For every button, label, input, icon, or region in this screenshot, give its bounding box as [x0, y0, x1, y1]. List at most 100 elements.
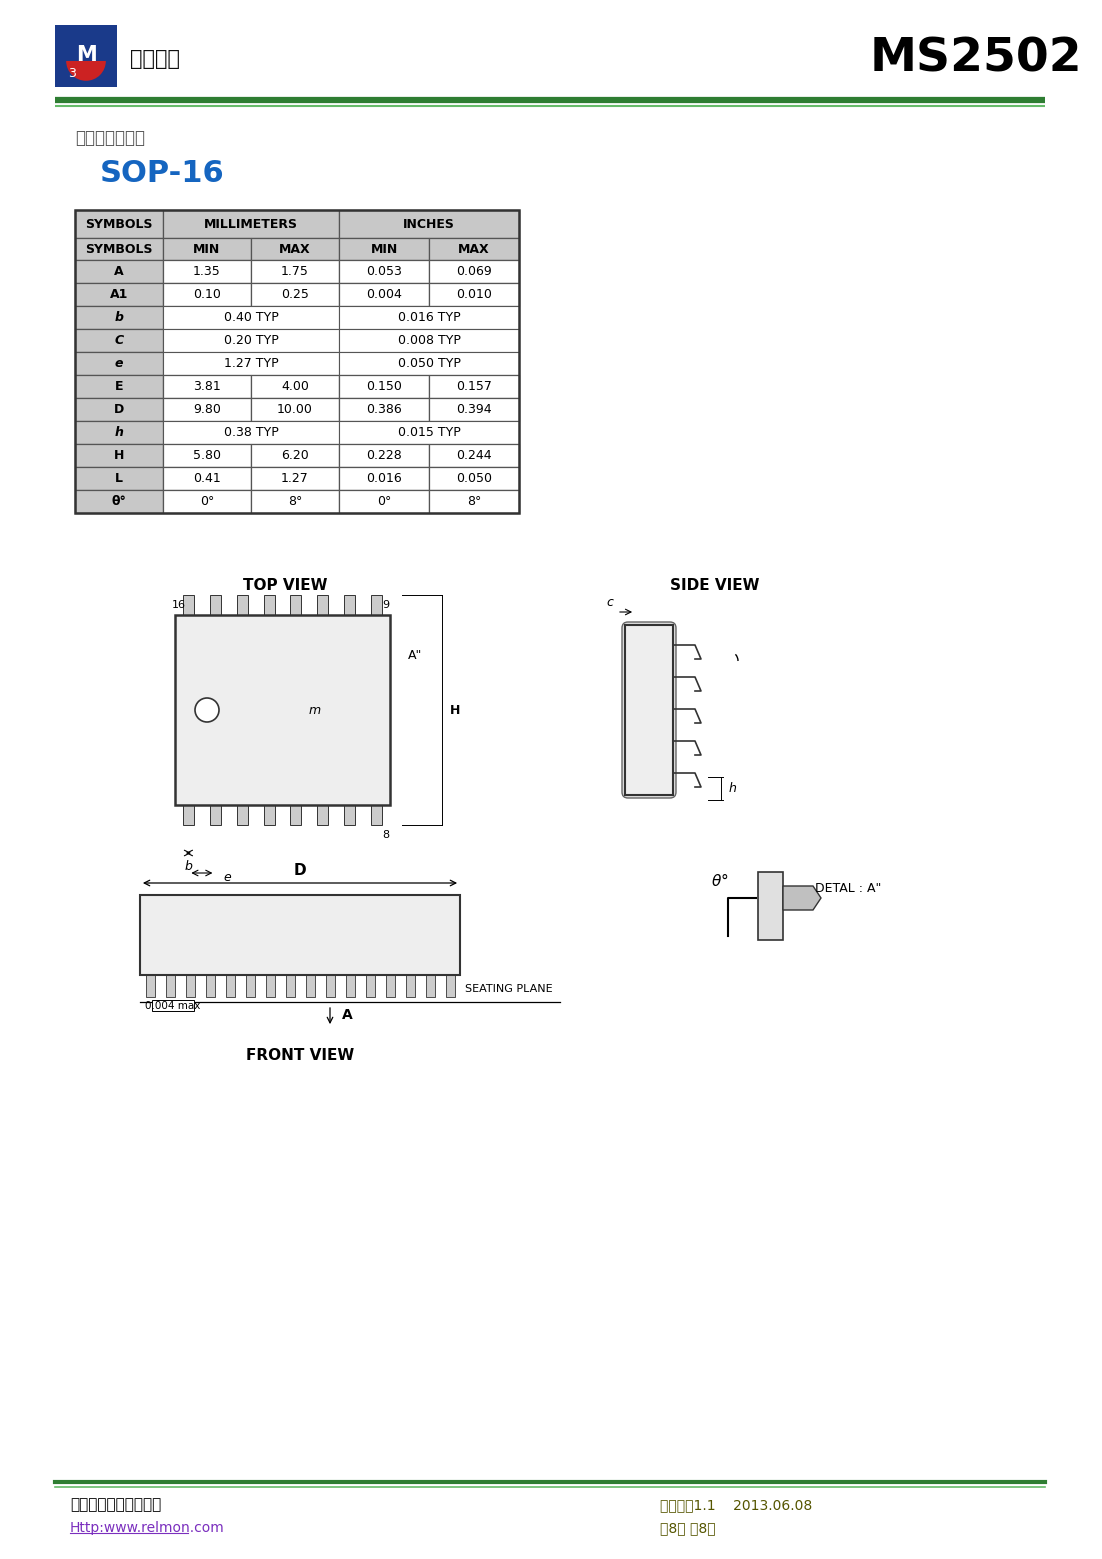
- Bar: [205, 974, 215, 998]
- Bar: [75, 260, 163, 284]
- Text: 0.069: 0.069: [456, 265, 491, 278]
- Bar: [445, 974, 454, 998]
- Text: 0.41: 0.41: [193, 472, 220, 485]
- Text: 0°: 0°: [377, 496, 391, 508]
- Text: 1.27 TYP: 1.27 TYP: [224, 357, 279, 369]
- Text: 0.228: 0.228: [366, 449, 402, 461]
- Text: 0°: 0°: [199, 496, 214, 508]
- Bar: [209, 596, 220, 614]
- Bar: [163, 398, 251, 421]
- Text: 共8页 第8页: 共8页 第8页: [660, 1522, 715, 1536]
- Bar: [291, 596, 302, 614]
- Bar: [163, 260, 251, 284]
- Text: 版本号：1.1    2013.06.08: 版本号：1.1 2013.06.08: [660, 1498, 812, 1512]
- Bar: [429, 239, 519, 260]
- Text: DETAL : A": DETAL : A": [815, 881, 882, 895]
- Bar: [251, 490, 339, 513]
- Bar: [429, 468, 519, 490]
- Text: 0.016: 0.016: [366, 472, 402, 485]
- Text: $\theta$°: $\theta$°: [711, 871, 728, 889]
- Bar: [317, 804, 328, 825]
- Text: 0.004: 0.004: [366, 288, 402, 301]
- Text: b: b: [115, 310, 123, 324]
- Bar: [163, 306, 339, 329]
- Text: 1.27: 1.27: [281, 472, 309, 485]
- Bar: [237, 596, 248, 614]
- Bar: [339, 468, 429, 490]
- Bar: [425, 974, 434, 998]
- Bar: [75, 306, 163, 329]
- Text: H: H: [114, 449, 125, 461]
- Text: h: h: [115, 426, 123, 440]
- Bar: [339, 329, 519, 352]
- Text: A: A: [342, 1009, 353, 1023]
- Bar: [339, 376, 429, 398]
- Bar: [75, 352, 163, 376]
- Text: θ°: θ°: [111, 496, 127, 508]
- Bar: [339, 210, 519, 239]
- Text: 瑞盟科技: 瑞盟科技: [130, 48, 180, 69]
- Text: 9.80: 9.80: [193, 402, 220, 416]
- Bar: [317, 596, 328, 614]
- Bar: [251, 284, 339, 306]
- Bar: [163, 421, 339, 444]
- Text: 1.75: 1.75: [281, 265, 309, 278]
- Bar: [183, 804, 194, 825]
- Bar: [251, 376, 339, 398]
- Text: h: h: [730, 783, 737, 795]
- Text: MIN: MIN: [370, 243, 398, 256]
- Text: 0.244: 0.244: [456, 449, 491, 461]
- Bar: [266, 974, 274, 998]
- Bar: [758, 871, 784, 940]
- Text: 16: 16: [172, 600, 186, 610]
- Bar: [75, 468, 163, 490]
- Text: A1: A1: [110, 288, 128, 301]
- Bar: [165, 974, 174, 998]
- Bar: [251, 468, 339, 490]
- Text: 8°: 8°: [467, 496, 482, 508]
- Bar: [75, 490, 163, 513]
- Text: 0.386: 0.386: [366, 402, 402, 416]
- Text: C: C: [115, 334, 123, 348]
- Bar: [339, 444, 429, 468]
- Bar: [183, 596, 194, 614]
- Text: c: c: [606, 596, 614, 608]
- Text: MAX: MAX: [279, 243, 311, 256]
- Text: 8: 8: [382, 829, 390, 840]
- Bar: [75, 398, 163, 421]
- Bar: [429, 376, 519, 398]
- Text: 3.81: 3.81: [193, 380, 220, 393]
- Text: 杭州瑞盟科技有限公司: 杭州瑞盟科技有限公司: [71, 1498, 161, 1512]
- Bar: [285, 974, 294, 998]
- Bar: [75, 421, 163, 444]
- Text: A": A": [408, 649, 422, 661]
- Text: SYMBOLS: SYMBOLS: [85, 243, 153, 256]
- Bar: [152, 999, 194, 1010]
- Text: D: D: [294, 862, 306, 878]
- Text: SYMBOLS: SYMBOLS: [85, 218, 153, 231]
- Bar: [163, 490, 251, 513]
- Bar: [55, 25, 117, 87]
- Bar: [339, 284, 429, 306]
- Bar: [145, 974, 154, 998]
- Wedge shape: [66, 61, 106, 81]
- Text: MS2502: MS2502: [869, 36, 1082, 81]
- Bar: [209, 804, 220, 825]
- Bar: [75, 444, 163, 468]
- Text: 0.10: 0.10: [193, 288, 220, 301]
- Bar: [339, 398, 429, 421]
- Bar: [75, 239, 163, 260]
- Bar: [163, 468, 251, 490]
- Text: E: E: [115, 380, 123, 393]
- Bar: [429, 444, 519, 468]
- Text: 1.35: 1.35: [193, 265, 220, 278]
- Bar: [75, 210, 519, 513]
- Circle shape: [195, 698, 219, 722]
- Text: MILLIMETERS: MILLIMETERS: [204, 218, 298, 231]
- Text: SOP-16: SOP-16: [100, 159, 225, 187]
- Bar: [163, 239, 251, 260]
- Bar: [429, 260, 519, 284]
- Text: 9: 9: [382, 600, 390, 610]
- Bar: [366, 974, 375, 998]
- Bar: [339, 352, 519, 376]
